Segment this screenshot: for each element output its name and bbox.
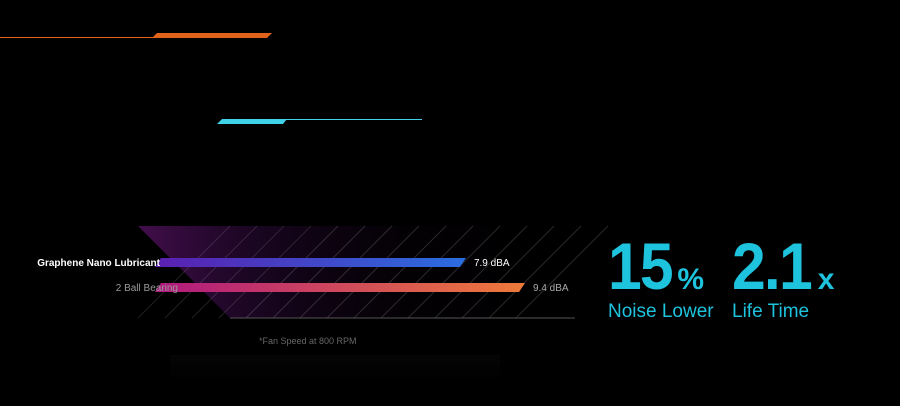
stat-noise-caption: Noise Lower [608, 301, 714, 322]
category-label: 2 Ball Bearing [116, 283, 178, 294]
grid-line [515, 225, 609, 319]
stat-life-unit: x [817, 263, 835, 296]
grid-line [353, 225, 447, 319]
chart-bars: Graphene Nano Lubricant 7.9 dBA 2 Ball Bea… [37, 258, 569, 294]
orange-accent-bar [152, 33, 272, 38]
value-label: 9.4 dBA [533, 283, 569, 294]
grid-line [461, 225, 555, 319]
grid-line [380, 225, 474, 319]
grid-line [245, 225, 339, 319]
stat-life-time: 2.1 x Life Time [732, 233, 834, 323]
chart-grid-glow [138, 226, 600, 318]
stat-life-caption: Life Time [732, 301, 810, 322]
grid-line [137, 225, 231, 319]
grid-line [488, 225, 582, 319]
grid-line [272, 225, 366, 319]
grid-line [299, 225, 393, 319]
grid-line [326, 225, 420, 319]
stat-noise-lower: 15% Noise Lower [608, 233, 714, 323]
grid-line [191, 225, 285, 319]
grid-line [218, 225, 312, 319]
category-label: Graphene Nano Lubricant [37, 258, 160, 269]
stat-noise-unit: % [677, 263, 705, 296]
chart-footnote: *Fan Speed at 800 RPM [259, 336, 357, 346]
grid-line [164, 225, 258, 319]
chart-grid [137, 225, 609, 319]
value-label: 7.9 dBA [474, 258, 510, 269]
bar-2-ball-bearing [155, 283, 525, 292]
bar-graphene-nano-lubricant [155, 258, 466, 267]
stat-noise-value: 15 [608, 229, 674, 303]
stat-life-value: 2.1 [732, 229, 813, 303]
cyan-accent-bar [217, 119, 287, 124]
grid-line [434, 225, 528, 319]
grid-line [407, 225, 501, 319]
chart-reflection [170, 355, 500, 395]
